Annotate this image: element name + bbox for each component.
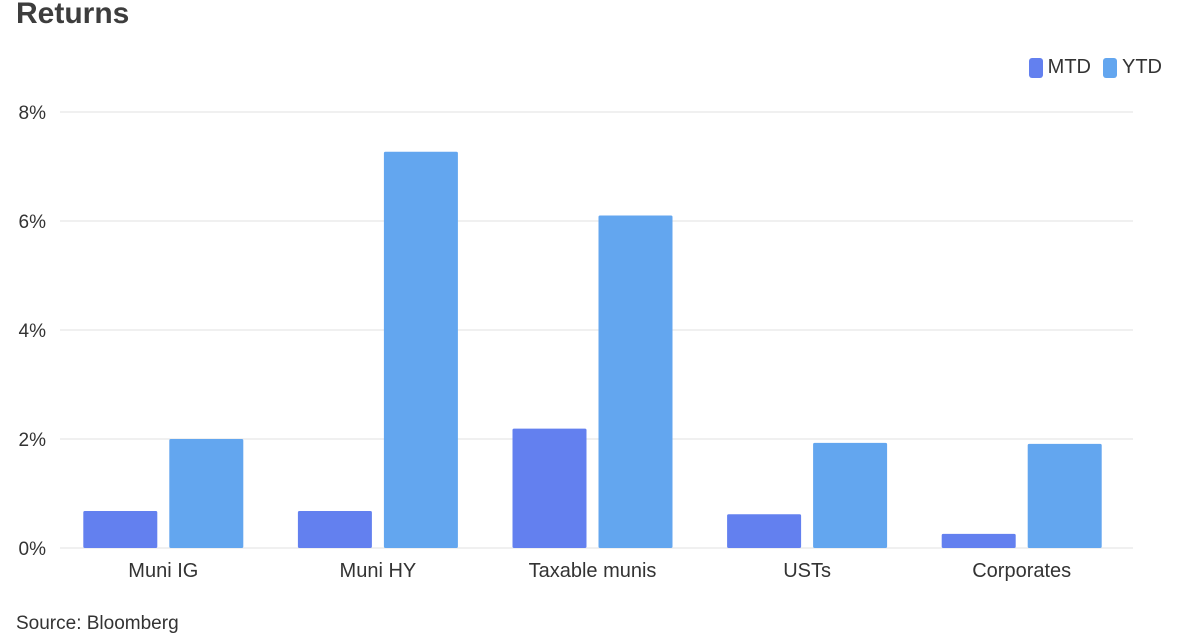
bar-mtd-taxable-munis[interactable] (512, 428, 587, 548)
legend: MTD YTD (1028, 56, 1162, 79)
y-tick-label: 8% (19, 103, 47, 124)
source-note: Source: Bloomberg (16, 613, 179, 634)
legend-swatch-mtd (1028, 57, 1043, 78)
x-tick-label: Corporates (972, 560, 1071, 582)
x-tick-label: Muni IG (128, 560, 198, 582)
y-tick-label: 2% (19, 430, 47, 451)
bars (83, 151, 1102, 549)
legend-swatch-ytd (1103, 57, 1117, 78)
bar-mtd-corporates[interactable] (941, 533, 1016, 548)
legend-item-ytd[interactable]: YTD (1103, 56, 1162, 79)
bar-mtd-usts[interactable] (727, 514, 802, 548)
x-axis-ticks: Muni IG Muni HY Taxable munis USTs Corporate… (128, 560, 1071, 582)
bar-mtd-muni-hy[interactable] (297, 510, 372, 548)
y-axis-ticks: 0% 2% 4% 6% 8% (19, 103, 47, 560)
bar-ytd-taxable-munis[interactable] (598, 215, 673, 549)
y-tick-label: 4% (19, 321, 47, 342)
x-tick-label: USTs (783, 560, 831, 582)
legend-label-mtd: MTD (1047, 56, 1091, 78)
y-tick-label: 6% (19, 212, 47, 233)
bar-mtd-muni-ig[interactable] (83, 510, 158, 548)
chart-title: Returns (16, 0, 130, 30)
x-tick-label: Taxable munis (529, 560, 657, 582)
legend-label-ytd: YTD (1122, 56, 1162, 78)
y-tick-label: 0% (19, 539, 47, 560)
bar-ytd-corporates[interactable] (1027, 443, 1102, 548)
bar-ytd-muni-ig[interactable] (169, 439, 244, 548)
bar-ytd-usts[interactable] (813, 442, 888, 548)
x-tick-label: Muni HY (340, 560, 417, 582)
bar-ytd-muni-hy[interactable] (383, 151, 458, 548)
legend-item-mtd[interactable]: MTD (1028, 56, 1091, 79)
